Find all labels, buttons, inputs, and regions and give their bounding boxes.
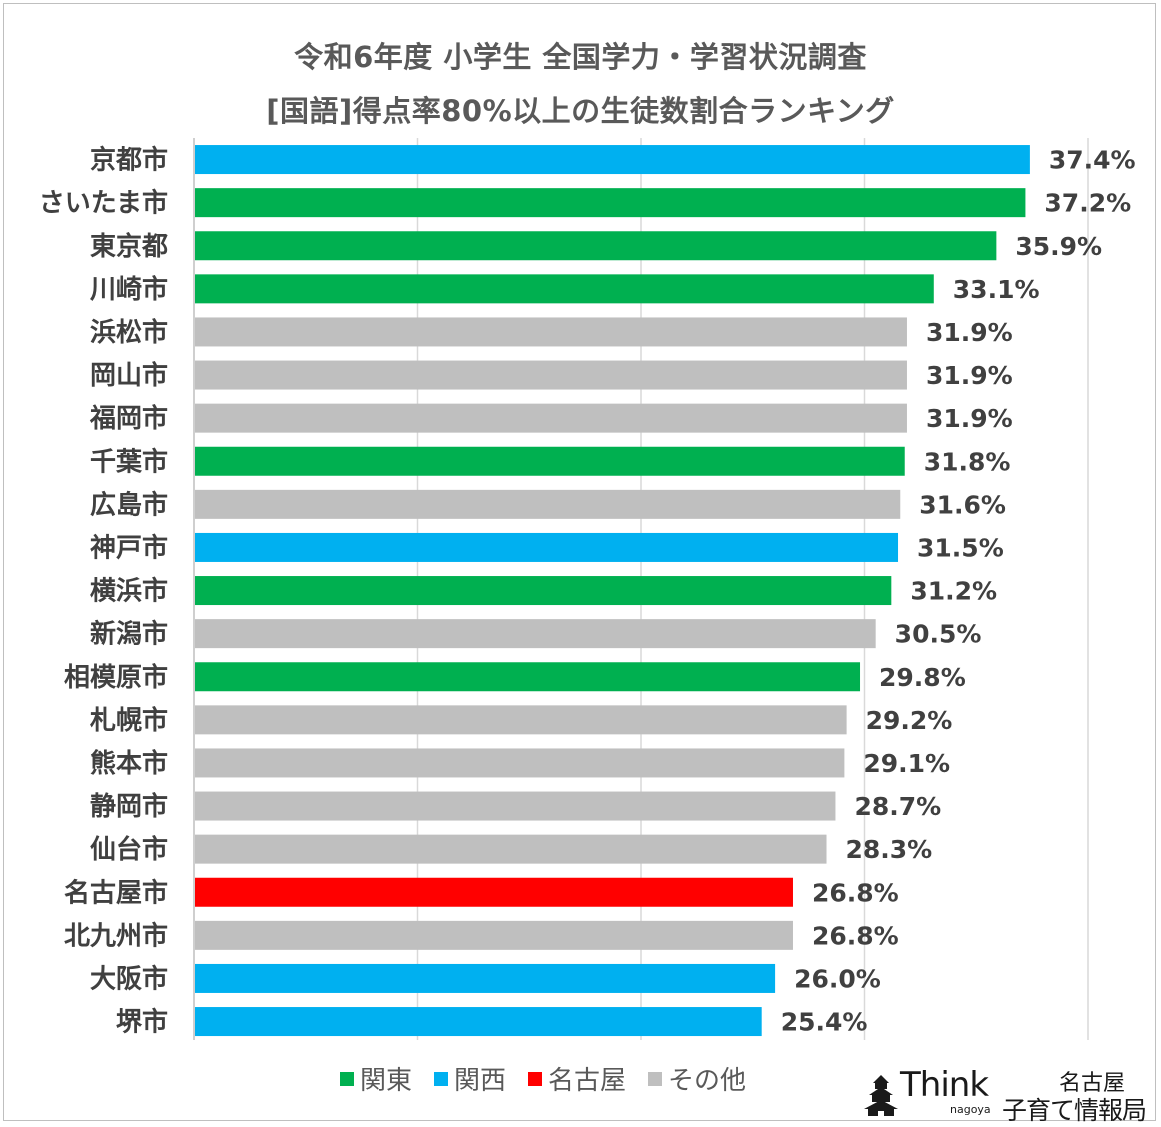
category-label: 福岡市 bbox=[89, 403, 168, 434]
bar bbox=[195, 231, 997, 261]
legend-item-kansai: 関西 bbox=[434, 1060, 506, 1097]
bar bbox=[195, 920, 793, 950]
legend-swatch-kanto bbox=[340, 1071, 354, 1086]
legend-label-kansai: 関西 bbox=[454, 1066, 507, 1096]
category-label: 北九州市 bbox=[64, 920, 168, 951]
data-label: 31.2% bbox=[910, 577, 997, 606]
brand-logo: Think nagoya 名古屋 子育て情報局 bbox=[862, 1063, 1152, 1125]
data-label: 26.8% bbox=[812, 878, 899, 907]
bar bbox=[195, 662, 861, 692]
chart-subtitle: [国語]得点率80%以上の生徒数割合ランキング bbox=[266, 94, 895, 128]
data-label: 29.8% bbox=[879, 663, 966, 692]
data-label: 37.2% bbox=[1044, 189, 1131, 218]
legend-swatch-kansai bbox=[434, 1071, 449, 1086]
bar bbox=[195, 360, 907, 390]
category-label: 静岡市 bbox=[90, 791, 168, 822]
data-label: 28.7% bbox=[854, 792, 941, 821]
category-label: 仙台市 bbox=[90, 834, 168, 865]
data-label: 31.5% bbox=[917, 533, 1004, 562]
legend-swatch-other bbox=[648, 1071, 663, 1086]
data-label: 30.5% bbox=[895, 620, 982, 649]
category-label: 岡山市 bbox=[90, 360, 168, 391]
logo-name: 子育て情報局 bbox=[1001, 1096, 1147, 1125]
bar bbox=[195, 188, 1026, 218]
data-label: 31.9% bbox=[926, 318, 1013, 347]
category-label: 札幌市 bbox=[90, 705, 168, 736]
category-label: 名古屋市 bbox=[64, 877, 168, 908]
category-label: 川崎市 bbox=[90, 274, 168, 305]
category-label: 相模原市 bbox=[64, 662, 168, 693]
bar bbox=[195, 834, 827, 864]
category-label: さいたま市 bbox=[39, 188, 168, 219]
logo-brand-sub: nagoya bbox=[950, 1103, 991, 1116]
data-label: 29.2% bbox=[866, 706, 953, 735]
category-label: 横浜市 bbox=[90, 576, 168, 607]
legend-item-kanto: 関東 bbox=[340, 1060, 412, 1097]
category-label: 千葉市 bbox=[90, 446, 168, 477]
data-label: 31.9% bbox=[926, 361, 1013, 390]
chart-title: 令和6年度 小学生 全国学力・学習状況調査 bbox=[294, 40, 867, 74]
data-label: 31.6% bbox=[919, 490, 1006, 519]
category-label: 新潟市 bbox=[90, 619, 168, 650]
bar bbox=[195, 791, 836, 821]
data-label: 29.1% bbox=[863, 749, 950, 778]
data-label: 33.1% bbox=[953, 275, 1040, 304]
data-label: 31.9% bbox=[926, 404, 1013, 433]
bar bbox=[195, 446, 905, 476]
bar bbox=[195, 532, 899, 562]
data-label: 31.8% bbox=[924, 447, 1011, 476]
legend-swatch-nagoya bbox=[528, 1071, 543, 1086]
bar bbox=[195, 576, 892, 606]
bar bbox=[195, 489, 901, 519]
legend-item-other: その他 bbox=[648, 1060, 746, 1097]
category-label: 熊本市 bbox=[90, 748, 168, 779]
logo-brand: Think bbox=[900, 1065, 989, 1105]
bar bbox=[195, 963, 776, 993]
legend-label-other: その他 bbox=[668, 1066, 747, 1096]
bar bbox=[195, 403, 907, 433]
castle-icon bbox=[864, 1075, 898, 1116]
legend-label-kanto: 関東 bbox=[360, 1066, 413, 1096]
legend-label-nagoya: 名古屋 bbox=[548, 1066, 627, 1096]
category-label: 浜松市 bbox=[90, 317, 168, 348]
bar bbox=[195, 274, 934, 304]
bar bbox=[195, 705, 847, 735]
data-label: 35.9% bbox=[1015, 232, 1102, 261]
category-label: 広島市 bbox=[90, 489, 168, 520]
category-label: 京都市 bbox=[90, 145, 168, 176]
category-label: 大阪市 bbox=[90, 963, 168, 994]
data-label: 37.4% bbox=[1049, 146, 1136, 175]
data-label: 26.8% bbox=[812, 921, 899, 950]
legend-item-nagoya: 名古屋 bbox=[528, 1060, 626, 1097]
bar bbox=[195, 1007, 762, 1037]
chart-legend: 関東 関西 名古屋 その他 bbox=[340, 1060, 746, 1097]
bar bbox=[195, 619, 876, 649]
logo-city: 名古屋 bbox=[1058, 1071, 1125, 1096]
bar bbox=[195, 317, 907, 347]
category-label: 堺市 bbox=[116, 1007, 168, 1038]
data-label: 28.3% bbox=[846, 835, 933, 864]
bar bbox=[195, 145, 1030, 175]
bar bbox=[195, 877, 793, 907]
data-label: 25.4% bbox=[781, 1008, 868, 1037]
category-label: 神戸市 bbox=[90, 532, 168, 563]
data-label: 26.0% bbox=[794, 964, 881, 993]
category-label: 東京都 bbox=[90, 231, 168, 262]
bar bbox=[195, 748, 845, 778]
